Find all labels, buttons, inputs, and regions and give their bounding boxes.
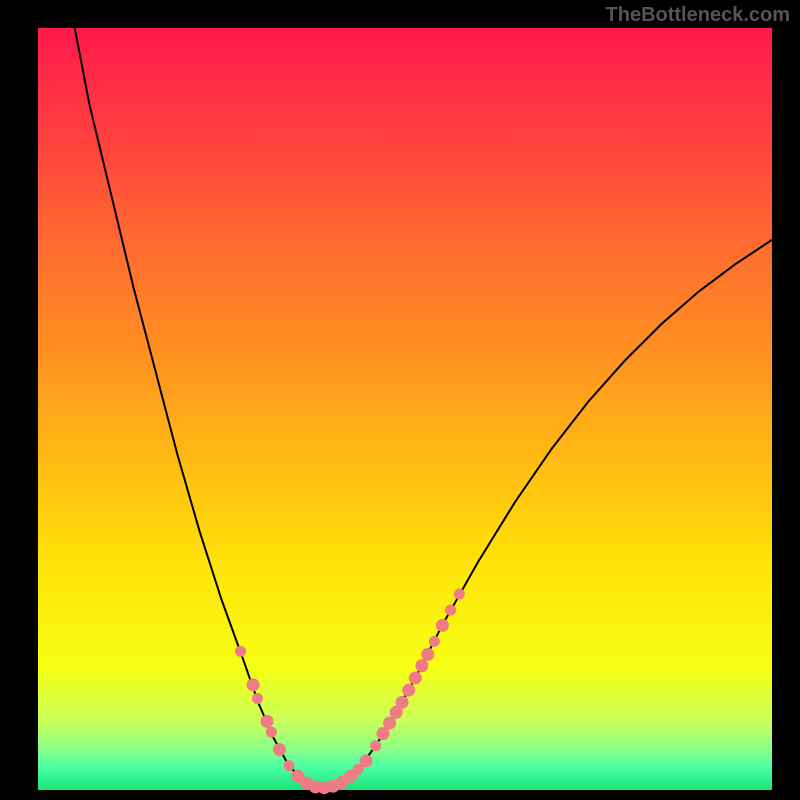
data-marker [252,694,262,704]
marker-group [236,589,465,794]
data-marker [273,744,285,756]
data-marker [353,764,363,774]
data-marker [396,696,408,708]
data-marker [436,619,448,631]
data-marker [236,646,246,656]
data-marker [403,684,415,696]
data-marker [261,715,273,727]
data-marker [446,605,456,615]
data-marker [371,741,381,751]
data-marker [429,636,439,646]
data-marker [377,728,389,740]
data-marker [409,672,421,684]
chart-overlay [38,28,772,790]
data-marker [384,717,396,729]
data-marker [284,761,294,771]
data-marker [360,755,372,767]
plot-gradient-area [38,28,772,790]
data-marker [247,679,259,691]
data-marker [422,648,434,660]
data-marker [416,660,428,672]
data-marker [266,727,276,737]
data-marker [454,589,464,599]
watermark-text: TheBottleneck.com [606,4,790,27]
bottleneck-curve [75,28,772,788]
